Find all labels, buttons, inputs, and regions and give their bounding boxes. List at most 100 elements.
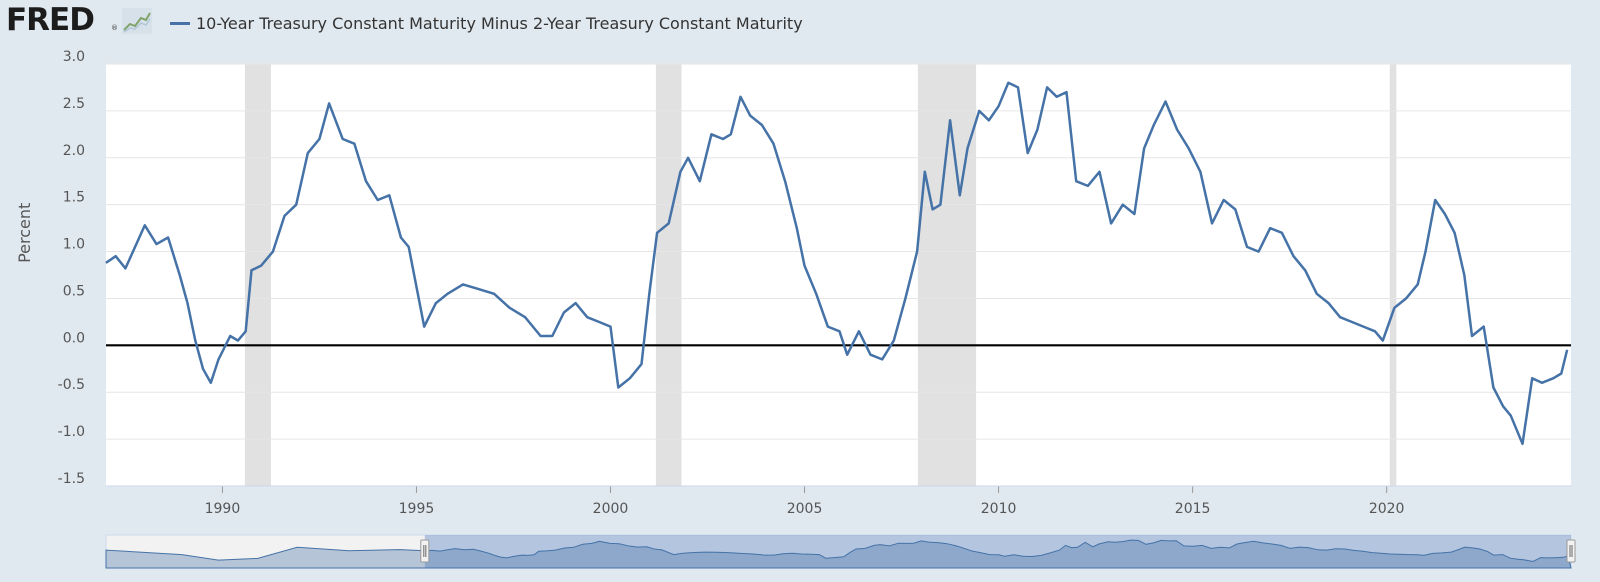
series-legend[interactable]: 10-Year Treasury Constant Maturity Minus… (170, 12, 803, 34)
data-point (478, 288, 480, 290)
data-point (134, 246, 136, 248)
data-point (388, 194, 390, 196)
data-point (939, 204, 941, 206)
y-tick-label: 3.0 (63, 49, 85, 65)
data-point (959, 194, 961, 196)
data-point (260, 265, 262, 267)
data-point (462, 283, 464, 285)
data-point (761, 124, 763, 126)
data-point (1046, 86, 1048, 88)
data-point (749, 115, 751, 117)
y-tick-label: -1.5 (58, 471, 85, 487)
data-point (722, 138, 724, 140)
data-point (710, 133, 712, 135)
data-point (124, 267, 126, 269)
data-point (1510, 415, 1512, 417)
data-point (1454, 232, 1456, 234)
data-point (400, 237, 402, 238)
data-point (272, 251, 274, 253)
data-point (1165, 101, 1166, 102)
fred-logo[interactable]: FRED (6, 2, 95, 38)
data-point (1281, 232, 1283, 234)
y-tick-label: 2.0 (63, 143, 85, 159)
data-point (1007, 82, 1009, 84)
recession-band (1389, 64, 1397, 486)
data-point (1483, 326, 1485, 328)
data-point (318, 138, 320, 140)
data-point (846, 354, 848, 356)
data-point (551, 335, 553, 337)
data-point (1328, 302, 1329, 304)
data-point (1066, 91, 1067, 93)
chart-trend-icon (122, 8, 152, 34)
data-point (365, 180, 367, 182)
y-tick-label: 0.5 (63, 283, 85, 299)
x-tick-label: 2000 (593, 501, 629, 517)
chart-header: FRED ® 10-Year Treasury Constant Maturit… (0, 0, 1600, 46)
y-tick-label: 0.0 (63, 330, 85, 346)
data-point (924, 171, 926, 173)
data-point (740, 96, 741, 98)
data-point (998, 105, 1000, 107)
data-point (1110, 222, 1112, 224)
data-point (839, 330, 840, 332)
data-point (598, 321, 600, 323)
series-line[interactable] (105, 81, 1569, 446)
data-point (307, 152, 309, 154)
data-point (237, 340, 239, 342)
data-point (1234, 208, 1236, 210)
data-point (1316, 293, 1318, 295)
data-point (1444, 213, 1446, 215)
data-point (575, 302, 577, 304)
data-point (629, 377, 631, 379)
data-point (1099, 171, 1100, 173)
data-point (1566, 349, 1568, 351)
data-point (1425, 251, 1426, 253)
data-point (435, 302, 437, 304)
data-point (210, 382, 212, 384)
navigator-handle-left[interactable] (420, 539, 430, 563)
data-point (815, 293, 817, 295)
plot-area (106, 64, 1571, 486)
data-point (1339, 316, 1341, 318)
navigator-handle-right[interactable] (1566, 539, 1576, 563)
data-point (218, 358, 219, 360)
data-point (447, 293, 448, 295)
data-point (229, 335, 231, 337)
data-point (1560, 373, 1562, 374)
data-point (245, 330, 247, 332)
data-point (1351, 321, 1353, 323)
data-point (1188, 147, 1190, 149)
data-point (1176, 129, 1178, 131)
y-tick-label: 1.5 (63, 190, 85, 206)
data-point (827, 326, 829, 328)
data-point (1522, 443, 1523, 445)
data-point (1075, 180, 1077, 182)
recession-band (244, 64, 271, 486)
data-point (115, 255, 117, 257)
data-point (610, 326, 611, 328)
data-point (1143, 147, 1145, 149)
x-tick-label: 1995 (399, 501, 435, 517)
data-point (773, 143, 774, 145)
data-point (1153, 124, 1155, 126)
data-point (144, 224, 146, 226)
data-point (1471, 335, 1473, 337)
data-point (656, 232, 658, 234)
data-point (679, 171, 681, 173)
data-point (1362, 326, 1364, 328)
y-tick-label: 1.0 (63, 237, 85, 253)
data-point (648, 293, 650, 295)
data-point (1027, 152, 1029, 154)
data-point (988, 119, 990, 121)
recession-band (655, 64, 682, 486)
data-point (179, 274, 181, 276)
data-point (1223, 199, 1225, 201)
data-point (1434, 199, 1436, 201)
data-point (1374, 330, 1376, 332)
data-point (1382, 340, 1384, 342)
data-point (1293, 255, 1294, 257)
data-point (1531, 377, 1533, 379)
navigator-selection[interactable] (424, 535, 1571, 568)
